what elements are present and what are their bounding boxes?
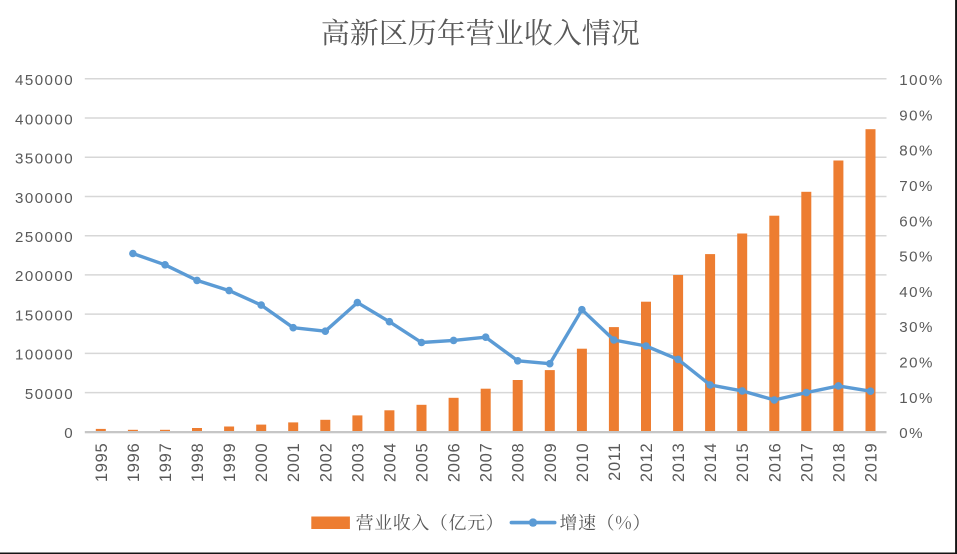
svg-text:300000: 300000 xyxy=(15,190,74,207)
svg-text:2004: 2004 xyxy=(381,443,399,483)
svg-text:2002: 2002 xyxy=(317,443,335,483)
svg-text:100%: 100% xyxy=(899,72,943,89)
svg-text:1999: 1999 xyxy=(221,443,239,483)
svg-text:2012: 2012 xyxy=(638,443,656,483)
svg-text:2008: 2008 xyxy=(510,443,528,483)
svg-text:40%: 40% xyxy=(899,284,934,301)
svg-text:2006: 2006 xyxy=(446,443,464,483)
svg-text:400000: 400000 xyxy=(15,111,74,128)
svg-text:2017: 2017 xyxy=(798,443,816,483)
svg-text:2013: 2013 xyxy=(670,443,688,483)
svg-text:2001: 2001 xyxy=(285,443,303,483)
svg-text:2000: 2000 xyxy=(253,443,271,483)
svg-text:60%: 60% xyxy=(899,213,934,230)
svg-text:50%: 50% xyxy=(899,249,934,266)
svg-text:2003: 2003 xyxy=(349,443,367,483)
svg-text:1998: 1998 xyxy=(189,443,207,483)
svg-text:2011: 2011 xyxy=(606,443,624,481)
svg-text:1996: 1996 xyxy=(125,443,143,483)
svg-text:100000: 100000 xyxy=(15,347,74,364)
svg-text:10%: 10% xyxy=(899,390,934,407)
svg-text:2010: 2010 xyxy=(574,443,592,483)
svg-text:2007: 2007 xyxy=(478,443,496,483)
svg-text:1995: 1995 xyxy=(93,443,111,483)
svg-text:80%: 80% xyxy=(899,143,934,160)
svg-text:90%: 90% xyxy=(899,107,934,124)
svg-text:0%: 0% xyxy=(899,425,924,442)
svg-text:200000: 200000 xyxy=(15,268,74,285)
svg-text:250000: 250000 xyxy=(15,229,74,246)
svg-text:150000: 150000 xyxy=(15,307,74,324)
svg-text:30%: 30% xyxy=(899,319,934,336)
svg-text:20%: 20% xyxy=(899,355,934,372)
svg-text:50000: 50000 xyxy=(25,386,74,403)
svg-text:2016: 2016 xyxy=(766,443,784,483)
svg-text:0: 0 xyxy=(64,425,74,442)
svg-text:2014: 2014 xyxy=(702,443,720,483)
svg-text:2009: 2009 xyxy=(542,443,560,483)
svg-text:2018: 2018 xyxy=(830,443,848,483)
svg-text:2015: 2015 xyxy=(734,443,752,483)
svg-text:450000: 450000 xyxy=(15,72,74,89)
svg-text:350000: 350000 xyxy=(15,151,74,168)
svg-text:70%: 70% xyxy=(899,178,934,195)
svg-text:2005: 2005 xyxy=(414,443,432,483)
svg-text:1997: 1997 xyxy=(157,443,175,483)
svg-text:2019: 2019 xyxy=(863,443,881,483)
